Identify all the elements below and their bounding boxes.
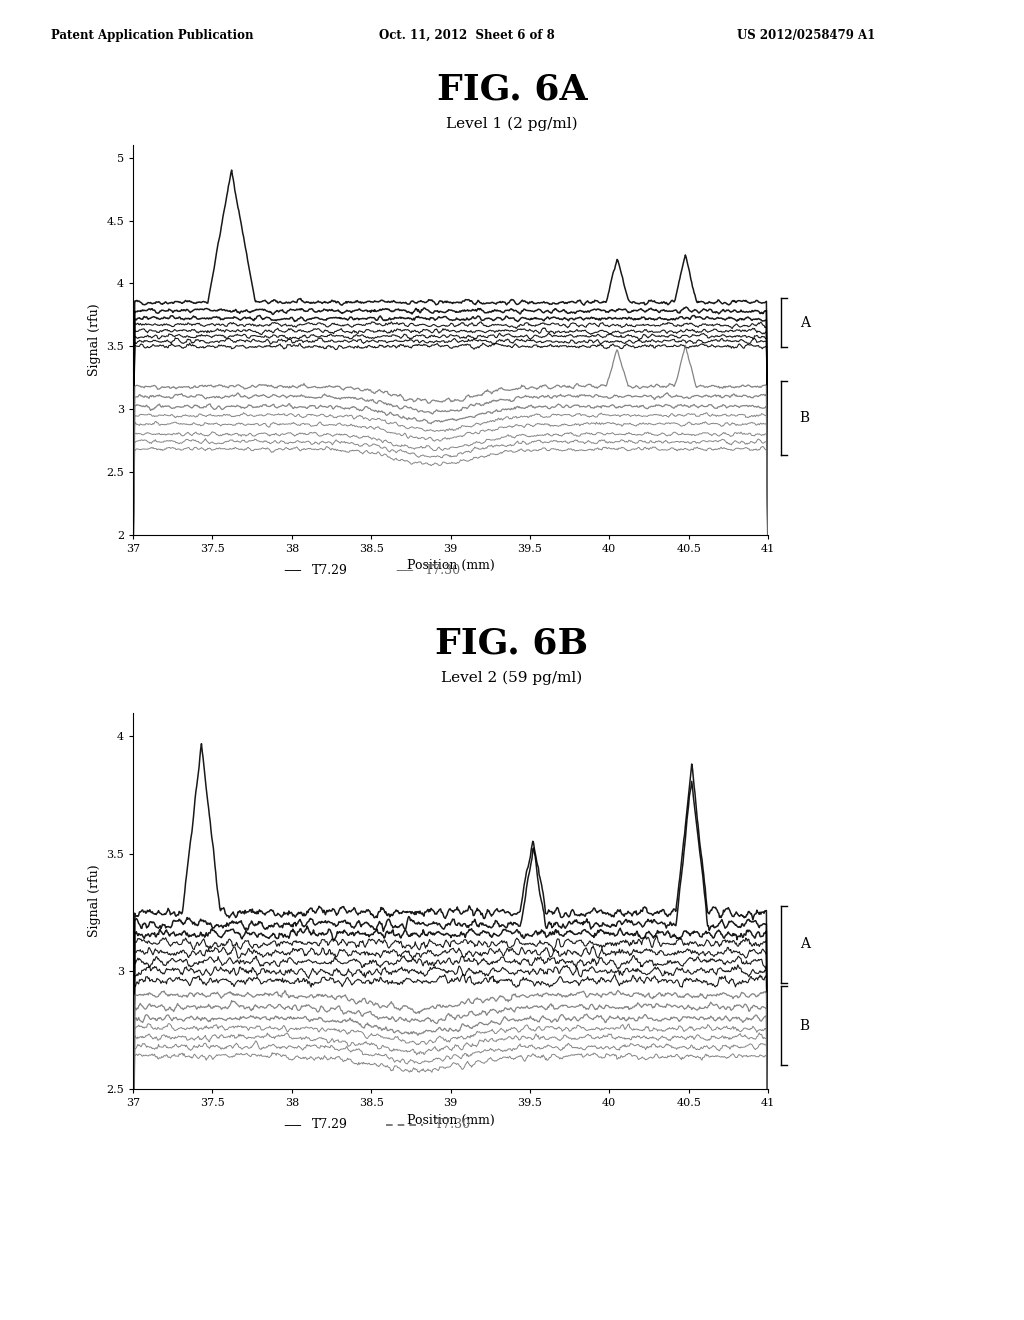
Y-axis label: Signal (rfu): Signal (rfu) xyxy=(88,304,100,376)
Text: B: B xyxy=(800,412,810,425)
Text: US 2012/0258479 A1: US 2012/0258479 A1 xyxy=(737,29,876,42)
Text: T7.30: T7.30 xyxy=(435,1118,471,1131)
X-axis label: Position (mm): Position (mm) xyxy=(407,560,495,572)
Text: Oct. 11, 2012  Sheet 6 of 8: Oct. 11, 2012 Sheet 6 of 8 xyxy=(379,29,555,42)
Text: —: — xyxy=(283,1115,301,1134)
Text: A: A xyxy=(800,937,810,952)
Text: Level 1 (2 pg/ml): Level 1 (2 pg/ml) xyxy=(446,116,578,131)
Text: A: A xyxy=(800,315,810,330)
Text: —: — xyxy=(395,561,414,579)
Text: Level 2 (59 pg/ml): Level 2 (59 pg/ml) xyxy=(441,671,583,685)
Text: FIG. 6A: FIG. 6A xyxy=(436,73,588,107)
Text: T7.29: T7.29 xyxy=(312,564,348,577)
Text: T7.30: T7.30 xyxy=(425,564,461,577)
Text: Patent Application Publication: Patent Application Publication xyxy=(51,29,254,42)
Text: B: B xyxy=(800,1019,810,1032)
Y-axis label: Signal (rfu): Signal (rfu) xyxy=(88,865,100,937)
Text: T7.29: T7.29 xyxy=(312,1118,348,1131)
Text: FIG. 6B: FIG. 6B xyxy=(435,627,589,661)
X-axis label: Position (mm): Position (mm) xyxy=(407,1114,495,1126)
Text: —: — xyxy=(283,561,301,579)
